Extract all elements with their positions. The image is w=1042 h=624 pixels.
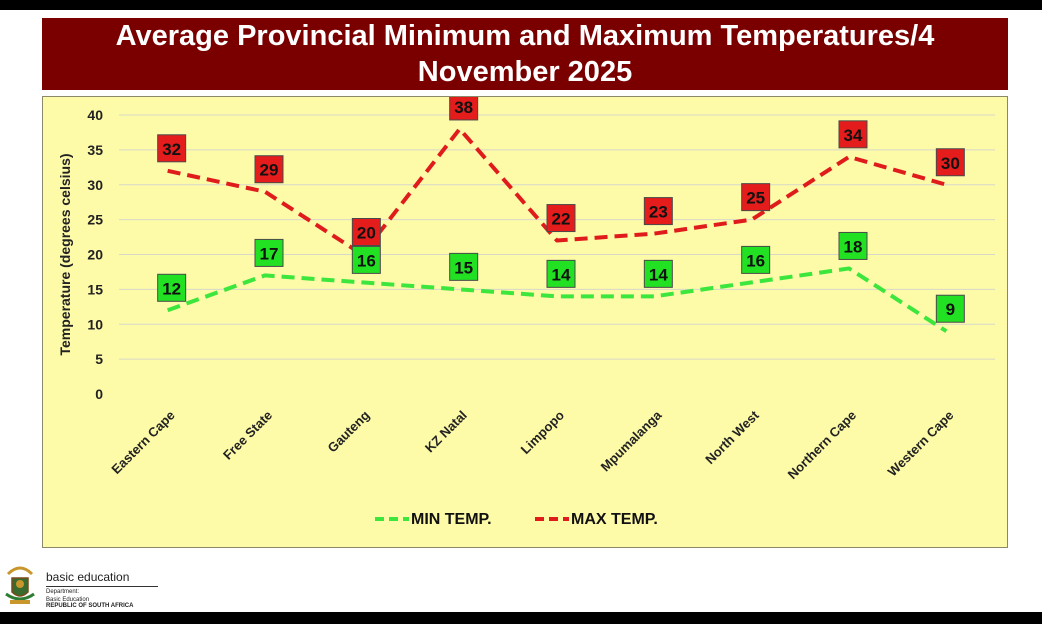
data-label: 18: [844, 237, 863, 256]
top-border: [0, 0, 1042, 10]
data-label: 12: [162, 279, 181, 298]
y-tick-label: 20: [87, 247, 103, 263]
chart-title: Average Provincial Minimum and Maximum T…: [115, 20, 935, 88]
x-tick-label: Northern Cape: [785, 408, 859, 482]
y-tick-label: 25: [87, 212, 103, 228]
data-label-box: [546, 204, 576, 233]
x-tick-label: Free State: [220, 408, 275, 463]
data-label-box: [741, 183, 771, 212]
data-label-box: [157, 134, 187, 163]
data-label: 32: [162, 140, 181, 159]
y-axis-label: Temperature (degrees celsius): [57, 153, 73, 355]
y-tick-label: 15: [87, 281, 103, 297]
chart-title-banner: Average Provincial Minimum and Maximum T…: [42, 18, 1008, 90]
data-label: 16: [357, 251, 376, 270]
chart-area: 0 5 10 15 20 25 30 35 40 Temperature (degrees cel…: [42, 96, 1008, 548]
footer-line1: Department:: [46, 589, 80, 595]
data-label: 38: [454, 98, 473, 117]
data-label-box: [643, 259, 673, 288]
data-label: 16: [746, 251, 765, 270]
data-label: 22: [552, 210, 571, 229]
data-label: 34: [844, 126, 863, 145]
data-label: 30: [941, 154, 960, 173]
data-label-box: [449, 97, 479, 121]
data-label-box: [351, 218, 381, 246]
footer-branding: basic education Department: Basic Educat…: [46, 571, 158, 610]
data-label-box: [254, 238, 284, 267]
data-label: 25: [746, 189, 765, 208]
data-label-box: [935, 148, 965, 177]
data-label: 15: [454, 258, 473, 277]
data-label: 14: [649, 265, 668, 284]
footer-line2: Basic Education: [46, 597, 90, 603]
x-tick-label: Gauteng: [325, 407, 373, 455]
x-tick-label: Eastern Cape: [108, 408, 177, 477]
y-tick-label: 30: [87, 177, 103, 193]
data-label: 14: [552, 265, 571, 284]
footer-org: basic education: [46, 571, 158, 587]
bottom-border: [0, 612, 1042, 624]
x-tick-label: Western Cape: [885, 408, 957, 480]
data-label-box: [643, 197, 673, 226]
data-label: 17: [260, 244, 279, 263]
data-label: 9: [946, 300, 955, 319]
y-tick-label: 5: [95, 351, 103, 367]
data-label-box: [838, 231, 868, 260]
y-tick-label: 0: [95, 386, 103, 402]
data-label-box: [449, 252, 479, 281]
data-label-box: [741, 245, 771, 274]
x-tick-label: Limpopo: [518, 407, 567, 456]
y-tick-label: 35: [87, 142, 103, 158]
x-tick-label: Mpumalanga: [598, 407, 665, 474]
footer-line3: REPUBLIC OF SOUTH AFRICA: [46, 603, 134, 609]
data-label: 29: [260, 161, 279, 180]
legend-label: MAX TEMP.: [571, 511, 658, 528]
data-label-box: [935, 294, 965, 323]
data-label-box: [351, 245, 381, 274]
data-label: 23: [649, 203, 668, 222]
data-label-box: [254, 155, 284, 184]
data-label-box: [546, 259, 576, 288]
y-tick-label: 40: [87, 107, 103, 123]
coat-of-arms-logo: [5, 566, 35, 604]
line-chart: 0 5 10 15 20 25 30 35 40 Temperature (degrees cel…: [57, 97, 995, 528]
data-label: 20: [357, 224, 376, 243]
data-label-box: [838, 120, 868, 149]
x-tick-label: North West: [702, 407, 762, 467]
x-tick-label: KZ Natal: [422, 408, 470, 456]
series-line-max: [167, 126, 947, 257]
legend-label: MIN TEMP.: [411, 511, 492, 528]
data-label-box: [157, 273, 187, 302]
y-tick-label: 10: [87, 316, 103, 332]
